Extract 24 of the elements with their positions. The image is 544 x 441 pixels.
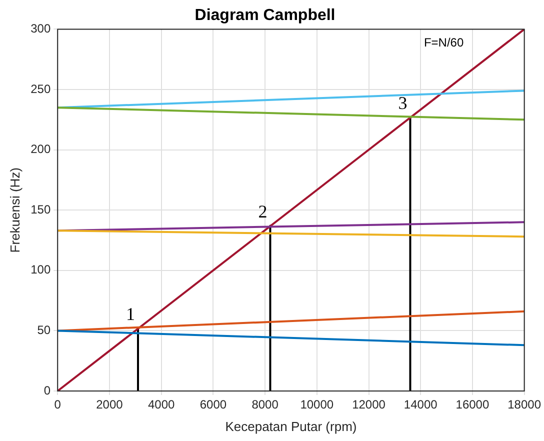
x-tick-label: 18000: [508, 398, 542, 412]
annotation: 1: [126, 304, 135, 324]
y-tick-label: 0: [44, 383, 51, 398]
annotation: F=N/60: [424, 36, 464, 50]
chart-title: Diagram Campbell: [194, 7, 336, 24]
x-tick-label: 6000: [200, 398, 227, 412]
x-tick-label: 8000: [252, 398, 279, 412]
y-axis-title: Frekuensi (Hz): [7, 167, 22, 253]
x-tick-label: 16000: [456, 398, 490, 412]
y-tick-label: 50: [37, 323, 51, 338]
x-axis-title: Kecepatan Putar (rpm): [225, 418, 357, 434]
annotation: 3: [398, 92, 408, 113]
y-tick-label: 200: [30, 142, 51, 156]
x-tick-label: 4000: [148, 398, 175, 412]
x-tick-label: 12000: [352, 398, 386, 412]
y-tick-label: 150: [30, 202, 51, 216]
y-tick-label: 100: [30, 262, 51, 277]
y-tick-label: 300: [30, 22, 51, 36]
y-tick-label: 250: [30, 82, 51, 96]
x-tick-label: 0: [54, 398, 62, 412]
x-tick-label: 14000: [404, 398, 438, 412]
x-tick-label: 2000: [96, 398, 124, 412]
annotation: 2: [258, 202, 268, 222]
x-tick-label: 10000: [300, 398, 334, 412]
